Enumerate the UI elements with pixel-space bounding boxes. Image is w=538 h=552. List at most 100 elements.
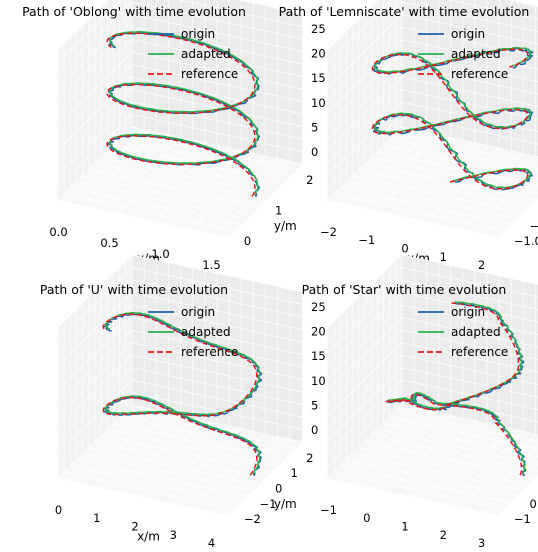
grid-line <box>327 379 538 454</box>
legend-label-adapted: adapted <box>181 47 231 61</box>
legend-label-origin: origin <box>451 305 485 319</box>
grid-line <box>57 304 303 379</box>
chart-title: Path of 'U' with time evolution <box>40 282 228 297</box>
z-tick-label: 15 <box>311 349 326 363</box>
chart-title: Path of 'Star' with time evolution <box>302 282 507 297</box>
grid-line <box>57 292 303 366</box>
series-reference <box>106 32 256 197</box>
z-tick-label: 0 <box>311 145 318 159</box>
z-tick-label: 25 <box>311 300 326 314</box>
grid-line <box>327 76 538 151</box>
y-axis-label: y/m <box>274 219 297 233</box>
x-tick-label: 1 <box>440 250 447 264</box>
x-tick-label: 2 <box>131 520 138 534</box>
legend-label-origin: origin <box>451 27 485 41</box>
x-tick-label: 0 <box>363 511 370 525</box>
grid-line <box>57 254 303 329</box>
legend-label-adapted: adapted <box>451 47 501 61</box>
x-tick-label: 3 <box>170 528 177 542</box>
y-tick-label: 1 <box>291 466 298 480</box>
x-tick-label: 1 <box>93 511 100 525</box>
x-tick-label: 4 <box>208 536 215 550</box>
series-reference <box>371 48 529 190</box>
grid-line <box>327 367 538 441</box>
grid-line <box>327 0 538 63</box>
series-adapted <box>387 300 526 475</box>
legend-label-origin: origin <box>181 305 215 319</box>
grid-line <box>57 1 303 76</box>
x-tick-label: −1 <box>358 233 375 247</box>
legend-label-reference: reference <box>181 345 238 359</box>
grid-line <box>327 342 538 416</box>
x-tick-label: 0 <box>55 503 62 517</box>
grid-line <box>327 304 538 379</box>
y-tick-label: 2 <box>306 173 313 187</box>
y-tick-label: 2 <box>306 451 313 465</box>
grid-line <box>57 101 303 176</box>
x-tick-label: 0.5 <box>100 236 118 250</box>
grid-line <box>327 254 538 329</box>
legend-label-reference: reference <box>451 67 508 81</box>
z-tick-label: 10 <box>311 96 326 110</box>
grid-line <box>57 279 303 354</box>
y-tick-label: −0.5 <box>529 219 538 233</box>
grid-line <box>327 1 538 76</box>
y-tick-label: 0 <box>275 482 282 496</box>
y-tick-label: 0 <box>529 497 536 511</box>
legend-label-adapted: adapted <box>181 325 231 339</box>
y-tick-label: −1 <box>514 512 531 526</box>
grid-line <box>57 354 303 429</box>
grid-line <box>57 329 303 404</box>
series-adapted <box>373 46 532 189</box>
grid-line <box>57 317 303 391</box>
grid-line <box>57 367 303 441</box>
x-axis-label: x/m <box>137 530 160 544</box>
series-adapted <box>108 31 259 196</box>
grid-line <box>57 0 303 51</box>
z-tick-label: 20 <box>311 325 326 339</box>
grid-line <box>327 329 538 404</box>
grid-line <box>327 14 538 88</box>
series-origin <box>107 32 261 198</box>
grid-line <box>57 0 303 63</box>
legend-label-reference: reference <box>181 67 238 81</box>
x-tick-label: 2 <box>478 258 485 272</box>
grid-line <box>327 89 538 163</box>
y-tick-label: −1 <box>259 497 276 511</box>
grid-line <box>327 26 538 101</box>
x-tick-label: 0.0 <box>49 225 67 239</box>
x-tick-label: 3 <box>478 536 485 550</box>
grid-line <box>327 292 538 366</box>
y-tick-label: 0 <box>244 234 251 248</box>
grid-line <box>327 392 538 466</box>
z-tick-label: 0 <box>311 423 318 437</box>
grid-line <box>327 267 538 341</box>
grid-line <box>327 39 538 113</box>
z-tick-label: 5 <box>311 120 318 134</box>
z-tick-label: 15 <box>311 71 326 85</box>
grid-line <box>327 126 538 201</box>
grid-line <box>57 14 303 88</box>
y-tick-label: −2 <box>244 512 261 526</box>
x-tick-label: 1.0 <box>151 247 169 261</box>
grid-line <box>57 392 303 466</box>
x-tick-label: 1.5 <box>202 258 220 272</box>
grid-line <box>57 114 303 188</box>
series-reference <box>385 302 523 476</box>
grid-line <box>57 404 303 479</box>
grid-line <box>327 404 538 479</box>
legend-label-reference: reference <box>451 345 508 359</box>
y-tick-label: 1 <box>275 204 282 218</box>
chart-panel-2: −2−1012−1.0−0.50.00.51.00510152025x/my/m… <box>279 0 538 272</box>
x-tick-label: 1 <box>401 520 408 534</box>
series-adapted <box>104 311 261 475</box>
x-tick-label: 0 <box>401 242 408 256</box>
grid-line <box>57 51 303 126</box>
legend-label-adapted: adapted <box>451 325 501 339</box>
z-tick-label: 5 <box>311 398 318 412</box>
x-tick-label: −2 <box>320 225 337 239</box>
